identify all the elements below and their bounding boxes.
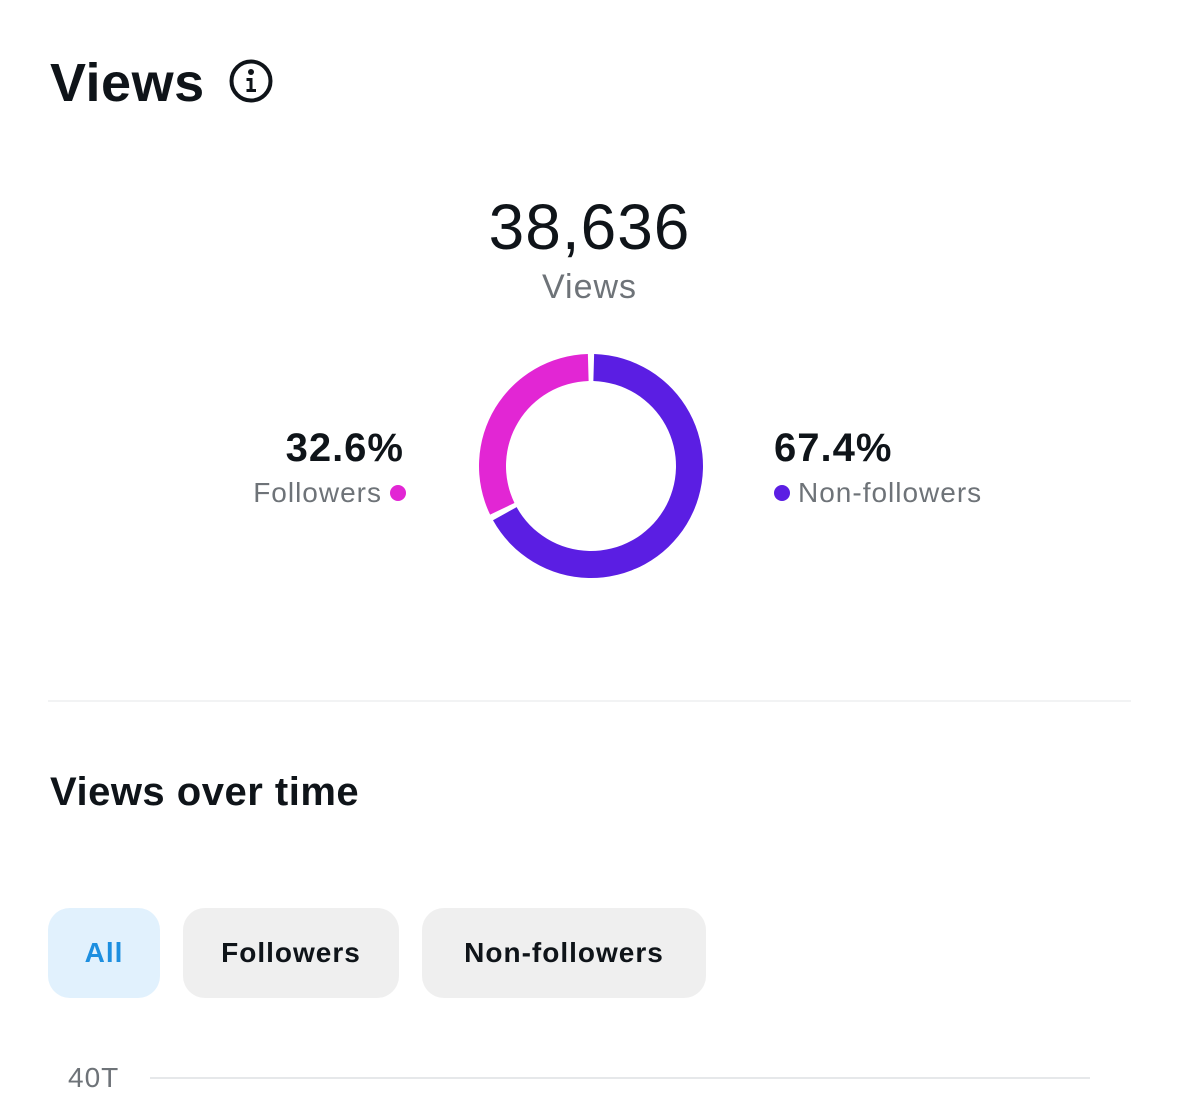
total-views-value: 38,636 <box>488 191 691 263</box>
non-followers-legend-dot <box>774 485 790 501</box>
followers-legend-label: Followers <box>253 477 382 508</box>
non-followers-legend: Non-followers <box>774 477 982 509</box>
non-followers-percentage: 67.4% <box>774 426 893 470</box>
views-donut-chart <box>479 354 703 578</box>
non-followers-legend-label: Non-followers <box>798 477 983 508</box>
followers-legend-dot <box>390 485 406 501</box>
views-filter-chips: All Followers Non-followers <box>48 908 706 998</box>
total-views-label: Views <box>541 268 638 306</box>
info-icon[interactable] <box>228 58 274 104</box>
views-title: Views <box>50 53 205 113</box>
donut-slice-followers <box>479 354 589 515</box>
followers-legend: Followers <box>253 477 406 509</box>
filter-non-followers-chip[interactable]: Non-followers <box>422 908 706 998</box>
views-over-time-title: Views over time <box>50 770 360 814</box>
y-axis-tick-label: 40T <box>68 1062 120 1093</box>
followers-percentage: 32.6% <box>285 426 404 470</box>
filter-all-chip[interactable]: All <box>48 908 160 998</box>
section-divider <box>48 700 1131 702</box>
chart-gridline <box>150 1077 1090 1079</box>
filter-followers-chip[interactable]: Followers <box>183 908 399 998</box>
